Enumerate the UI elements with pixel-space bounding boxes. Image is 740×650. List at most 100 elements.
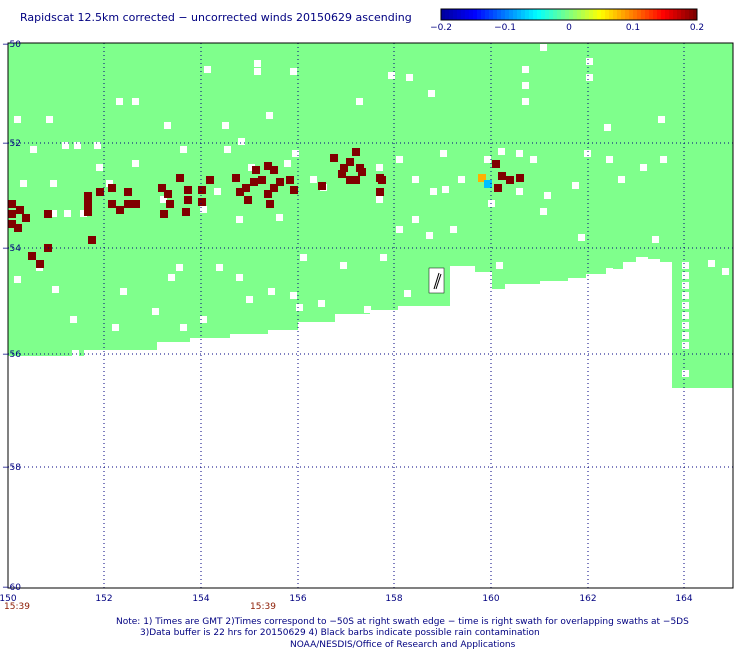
missing-data-cell	[96, 164, 103, 171]
missing-data-cell	[376, 164, 383, 171]
missing-data-cell	[72, 350, 79, 357]
colorbar-segment	[633, 9, 638, 20]
rain-contamination-cell	[276, 178, 284, 186]
y-axis-ticks: −50 −52 −54 −56 −58 −60	[2, 40, 21, 593]
missing-data-cell	[484, 156, 491, 163]
y-tick-52: −52	[2, 139, 21, 149]
rain-contamination-cell	[108, 184, 116, 192]
missing-data-cell	[292, 150, 299, 157]
colorbar-segment	[561, 9, 566, 20]
x-tick-150: 150	[0, 594, 17, 604]
missing-data-cell	[516, 150, 523, 157]
missing-data-cell	[176, 264, 183, 271]
missing-data-cell	[640, 164, 647, 171]
missing-data-cell	[168, 274, 175, 281]
colorbar-segment	[653, 9, 658, 20]
colorbar-segment	[665, 9, 670, 20]
rain-contamination-cell	[498, 172, 506, 180]
y-tick-58: −58	[2, 463, 21, 473]
rain-contamination-cell	[84, 200, 92, 208]
colorbar-segment	[513, 9, 518, 20]
missing-data-cell	[652, 236, 659, 243]
colorbar-segment	[457, 9, 462, 20]
missing-data-cell	[160, 196, 167, 203]
colorbar-segment	[489, 9, 494, 20]
colorbar-segment	[649, 9, 654, 20]
colorbar-segment	[661, 9, 666, 20]
missing-data-cell	[116, 98, 123, 105]
missing-data-cell	[396, 156, 403, 163]
wind-difference-cell	[478, 174, 486, 182]
colorbar-segment	[537, 9, 542, 20]
missing-data-cell	[216, 264, 223, 271]
colorbar-segment	[529, 9, 534, 20]
missing-data-cell	[246, 296, 253, 303]
colorbar-segment	[605, 9, 610, 20]
missing-data-cell	[404, 290, 411, 297]
rain-contamination-cell	[506, 176, 514, 184]
rain-contamination-cell	[494, 184, 502, 192]
rain-contamination-cell	[266, 200, 274, 208]
swath-coverage	[8, 43, 733, 388]
missing-data-cell	[584, 150, 591, 157]
missing-data-cell	[152, 308, 159, 315]
missing-data-cell	[604, 124, 611, 131]
rain-contamination-cell	[198, 186, 206, 194]
rain-contamination-cell	[250, 178, 258, 186]
colorbar-segment	[557, 9, 562, 20]
rain-contamination-cell	[492, 160, 500, 168]
colorbar-segment	[445, 9, 450, 20]
missing-data-cell	[682, 292, 689, 299]
colorbar-segment	[545, 9, 550, 20]
missing-data-cell	[412, 216, 419, 223]
rain-contamination-cell	[206, 176, 214, 184]
colorbar-segment	[669, 9, 674, 20]
rain-contamination-cell	[232, 174, 240, 182]
swath-time-left: 15:39	[4, 602, 30, 612]
colorbar-segment	[469, 9, 474, 20]
missing-data-cell	[296, 304, 303, 311]
missing-data-cell	[458, 176, 465, 183]
rain-contamination-cell	[264, 190, 272, 198]
x-tick-158: 158	[385, 594, 402, 604]
colorbar-segment	[501, 9, 506, 20]
rain-contamination-cell	[182, 208, 190, 216]
missing-data-cell	[412, 176, 419, 183]
missing-data-cell	[180, 324, 187, 331]
rain-contamination-cell	[330, 154, 338, 162]
rain-contamination-cell	[116, 206, 124, 214]
colorbar: −0.2 −0.1 0 0.1 0.2	[430, 8, 704, 33]
missing-data-cell	[284, 160, 291, 167]
missing-data-cell	[14, 276, 21, 283]
rain-contamination-cell	[352, 148, 360, 156]
missing-data-cell	[660, 156, 667, 163]
missing-data-cell	[364, 306, 371, 313]
colorbar-segment	[589, 9, 594, 20]
colorbar-segment	[685, 9, 690, 20]
colorbar-segment	[509, 9, 514, 20]
rain-contamination-cell	[252, 166, 260, 174]
missing-data-cell	[522, 98, 529, 105]
rain-contamination-cell	[358, 168, 366, 176]
missing-data-cell	[200, 206, 207, 213]
rain-contamination-cell	[160, 210, 168, 218]
note-line-2: 3)Data buffer is 22 hrs for 20150629 4) …	[140, 628, 540, 638]
rain-contamination-cell	[124, 188, 132, 196]
missing-data-cell	[530, 156, 537, 163]
colorbar-segment	[449, 9, 454, 20]
missing-data-cell	[64, 210, 71, 217]
missing-data-cell	[180, 146, 187, 153]
colorbar-segment	[573, 9, 578, 20]
missing-data-cell	[586, 58, 593, 65]
y-tick-56: −56	[2, 350, 21, 360]
colorbar-label-min: −0.2	[430, 23, 452, 33]
missing-data-cell	[236, 216, 243, 223]
missing-data-cell	[682, 370, 689, 377]
colorbar-segment	[689, 9, 694, 20]
rain-contamination-cell	[14, 224, 22, 232]
missing-data-cell	[682, 322, 689, 329]
missing-data-cell	[522, 66, 529, 73]
rain-contamination-cell	[290, 186, 298, 194]
missing-data-cell	[290, 292, 297, 299]
